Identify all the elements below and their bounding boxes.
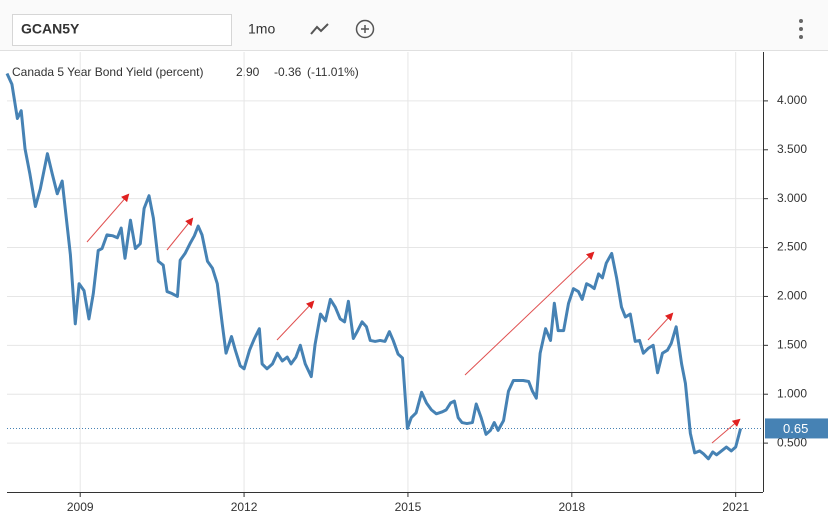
menu-icon[interactable] [799, 19, 803, 39]
symbol: GCAN5Y [21, 21, 80, 37]
change-pct: (-11.01%) [307, 65, 359, 79]
y-tick-label: 1.000 [777, 386, 807, 400]
price-line [5, 72, 743, 461]
y-tick-label: 0.500 [777, 435, 807, 449]
period-button[interactable]: 1mo [248, 21, 275, 37]
x-tick-label: 2015 [395, 500, 422, 514]
x-tick-label: 2018 [558, 500, 585, 514]
last-value-box [765, 418, 828, 439]
y-tick-label: 2.500 [777, 240, 807, 254]
change: -0.36 [274, 65, 302, 79]
y-tick-label: 1.500 [777, 338, 807, 352]
chart-title: Canada 5 Year Bond Yield (percent) [12, 65, 203, 79]
x-tick-label: 2012 [231, 500, 258, 514]
y-tick-label: 3.000 [777, 191, 807, 205]
add-indicator-icon[interactable] [355, 19, 375, 39]
symbol-input[interactable] [12, 14, 232, 46]
y-tick-label: 3.500 [777, 142, 807, 156]
last-value-label: 0.65 [783, 421, 808, 436]
y-tick-label: 4.000 [777, 93, 807, 107]
annotation-arrows [86, 193, 741, 444]
y-tick-label: 2.000 [777, 289, 807, 303]
chart-type-icon[interactable] [310, 23, 329, 35]
price: 2.90 [236, 65, 260, 79]
x-tick-label: 2009 [67, 500, 94, 514]
x-tick-label: 2021 [722, 500, 749, 514]
